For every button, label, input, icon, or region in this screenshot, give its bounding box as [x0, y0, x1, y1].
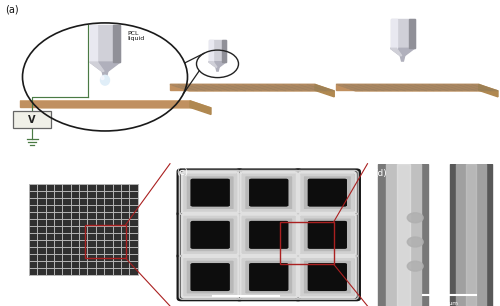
- Text: (a): (a): [5, 5, 18, 15]
- FancyBboxPatch shape: [235, 211, 302, 259]
- Polygon shape: [170, 84, 334, 91]
- FancyBboxPatch shape: [176, 211, 244, 259]
- Polygon shape: [190, 101, 211, 114]
- Bar: [466, 164, 476, 306]
- Text: (d): (d): [374, 170, 387, 178]
- Text: 5mm: 5mm: [66, 300, 80, 305]
- FancyBboxPatch shape: [294, 253, 361, 301]
- Bar: [456, 164, 486, 306]
- Ellipse shape: [408, 237, 423, 247]
- FancyBboxPatch shape: [29, 184, 138, 275]
- Polygon shape: [90, 62, 120, 71]
- Polygon shape: [390, 19, 396, 48]
- Bar: [450, 164, 456, 306]
- FancyBboxPatch shape: [294, 211, 361, 259]
- Polygon shape: [400, 56, 405, 61]
- Polygon shape: [208, 62, 226, 67]
- Polygon shape: [336, 84, 498, 91]
- Text: V: V: [28, 114, 36, 125]
- Text: PCL
liquid: PCL liquid: [128, 31, 145, 41]
- FancyBboxPatch shape: [190, 179, 230, 207]
- Polygon shape: [90, 25, 98, 62]
- FancyBboxPatch shape: [190, 221, 230, 249]
- Ellipse shape: [408, 261, 423, 271]
- FancyBboxPatch shape: [250, 179, 288, 207]
- Polygon shape: [208, 40, 213, 62]
- Polygon shape: [479, 84, 498, 97]
- Polygon shape: [90, 62, 104, 71]
- FancyBboxPatch shape: [235, 253, 302, 301]
- Bar: [421, 164, 428, 306]
- Polygon shape: [208, 40, 226, 62]
- Text: (b): (b): [8, 170, 21, 178]
- Text: 200μm: 200μm: [236, 302, 256, 306]
- Ellipse shape: [408, 213, 423, 223]
- FancyBboxPatch shape: [308, 263, 347, 291]
- Ellipse shape: [101, 76, 104, 80]
- Text: 20μm: 20μm: [441, 301, 458, 306]
- FancyBboxPatch shape: [190, 263, 230, 291]
- FancyBboxPatch shape: [250, 263, 288, 291]
- Polygon shape: [208, 62, 217, 67]
- Bar: [397, 164, 409, 306]
- Text: (c): (c): [176, 168, 188, 177]
- Polygon shape: [390, 48, 414, 56]
- Polygon shape: [90, 25, 120, 62]
- Polygon shape: [112, 25, 120, 62]
- FancyBboxPatch shape: [308, 221, 347, 249]
- Bar: [378, 164, 386, 306]
- Polygon shape: [216, 67, 219, 71]
- Polygon shape: [390, 48, 402, 56]
- Polygon shape: [315, 84, 334, 97]
- FancyBboxPatch shape: [13, 111, 51, 128]
- Polygon shape: [336, 84, 479, 90]
- Polygon shape: [102, 71, 108, 78]
- Bar: [486, 164, 492, 306]
- FancyBboxPatch shape: [176, 253, 244, 301]
- Polygon shape: [20, 101, 190, 107]
- Ellipse shape: [100, 75, 110, 85]
- FancyBboxPatch shape: [294, 168, 361, 217]
- FancyBboxPatch shape: [308, 179, 347, 207]
- Polygon shape: [20, 101, 211, 108]
- Polygon shape: [408, 19, 414, 48]
- Polygon shape: [222, 40, 226, 62]
- FancyBboxPatch shape: [235, 168, 302, 217]
- Polygon shape: [170, 84, 315, 90]
- Bar: [386, 164, 421, 306]
- Polygon shape: [390, 19, 414, 48]
- FancyBboxPatch shape: [250, 221, 288, 249]
- FancyBboxPatch shape: [176, 168, 244, 217]
